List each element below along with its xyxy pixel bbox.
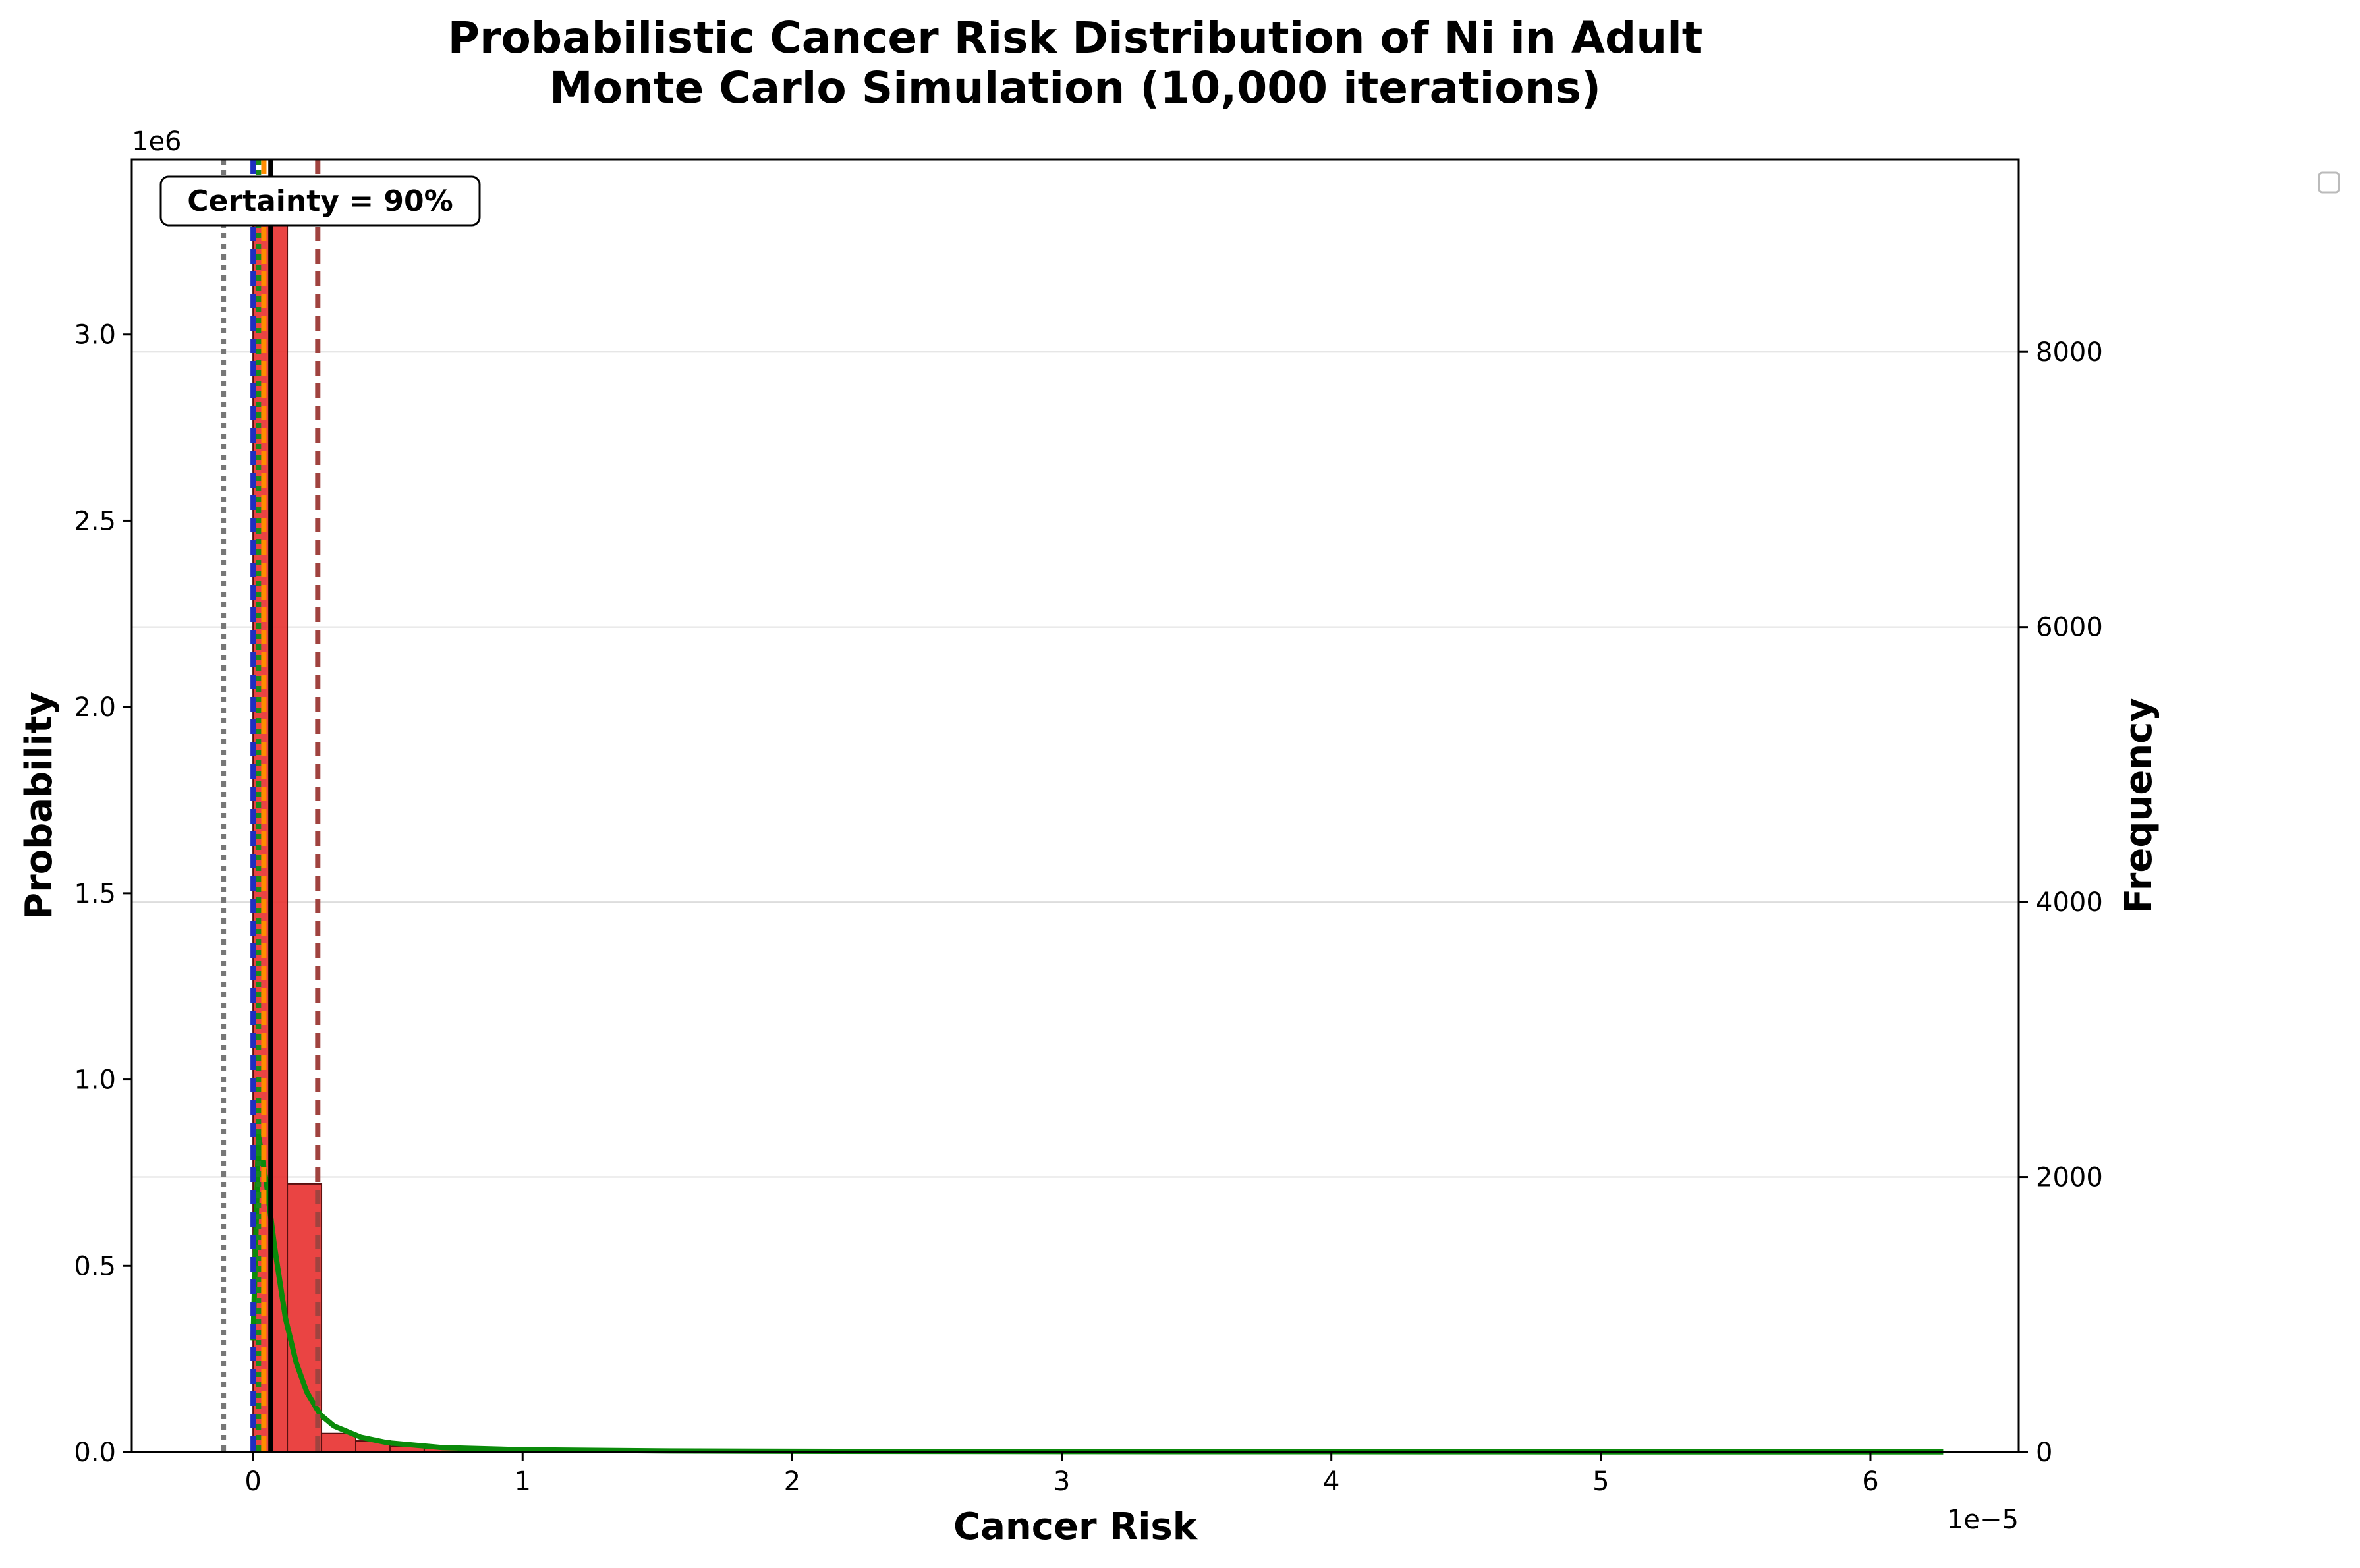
legend-box [2318,171,2340,194]
y-offset-label: 1e6 [132,126,182,157]
chart-title-line-2: Monte Carlo Simulation (10,000 iteration… [549,63,1601,113]
y-tick-label: 1.5 [74,879,116,909]
y-right-tick-label: 2000 [2036,1163,2103,1193]
x-offset-label: 1e−5 [1947,1505,2019,1535]
y-axis-label: Probability [18,692,61,920]
y-right-axis-label: Frequency [2118,698,2160,914]
y-axis-ticks: 0.0 0.5 1.0 1.5 2.0 2.5 3.0 [74,320,132,1468]
y-tick-label: 2.5 [74,506,116,536]
y-right-tick-label: 4000 [2036,887,2103,918]
histogram-bars [252,203,665,1453]
y-tick-label: 1.0 [74,1065,116,1096]
certainty-annotation: Certainty = 90% [159,175,481,227]
annotation-text: Certainty = 90% [187,184,453,218]
x-tick-label: 4 [1323,1467,1339,1497]
histogram-bar [321,1432,356,1453]
y-tick-label: 0.5 [74,1251,116,1281]
y-right-tick-label: 8000 [2036,337,2103,368]
grid-lines [132,351,2019,1178]
chart-title-line-1: Probabilistic Cancer Risk Distribution o… [448,13,1703,63]
x-axis-ticks: 0 1 2 3 4 5 6 [244,1452,1879,1497]
y-right-tick-label: 6000 [2036,613,2103,643]
x-tick-label: 1 [515,1467,531,1497]
y-tick-label: 0.0 [74,1438,116,1468]
y-right-axis-ticks: 0 2000 4000 6000 8000 [2019,337,2103,1468]
y-tick-label: 2.0 [74,692,116,723]
y-right-tick-label: 0 [2036,1438,2052,1468]
chart-title: Probabilistic Cancer Risk Distribution o… [448,13,1703,113]
x-tick-label: 3 [1054,1467,1070,1497]
x-tick-label: 6 [1862,1467,1878,1497]
plot-frame [130,158,2020,1453]
annotation-box [159,175,481,227]
kde-line [250,1133,1944,1455]
x-tick-label: 5 [1592,1467,1609,1497]
x-axis-label: Cancer Risk [953,1505,1198,1548]
x-tick-label: 2 [784,1467,801,1497]
x-tick-label: 0 [244,1467,261,1497]
y-tick-label: 3.0 [74,320,116,350]
reference-lines [221,159,321,1452]
